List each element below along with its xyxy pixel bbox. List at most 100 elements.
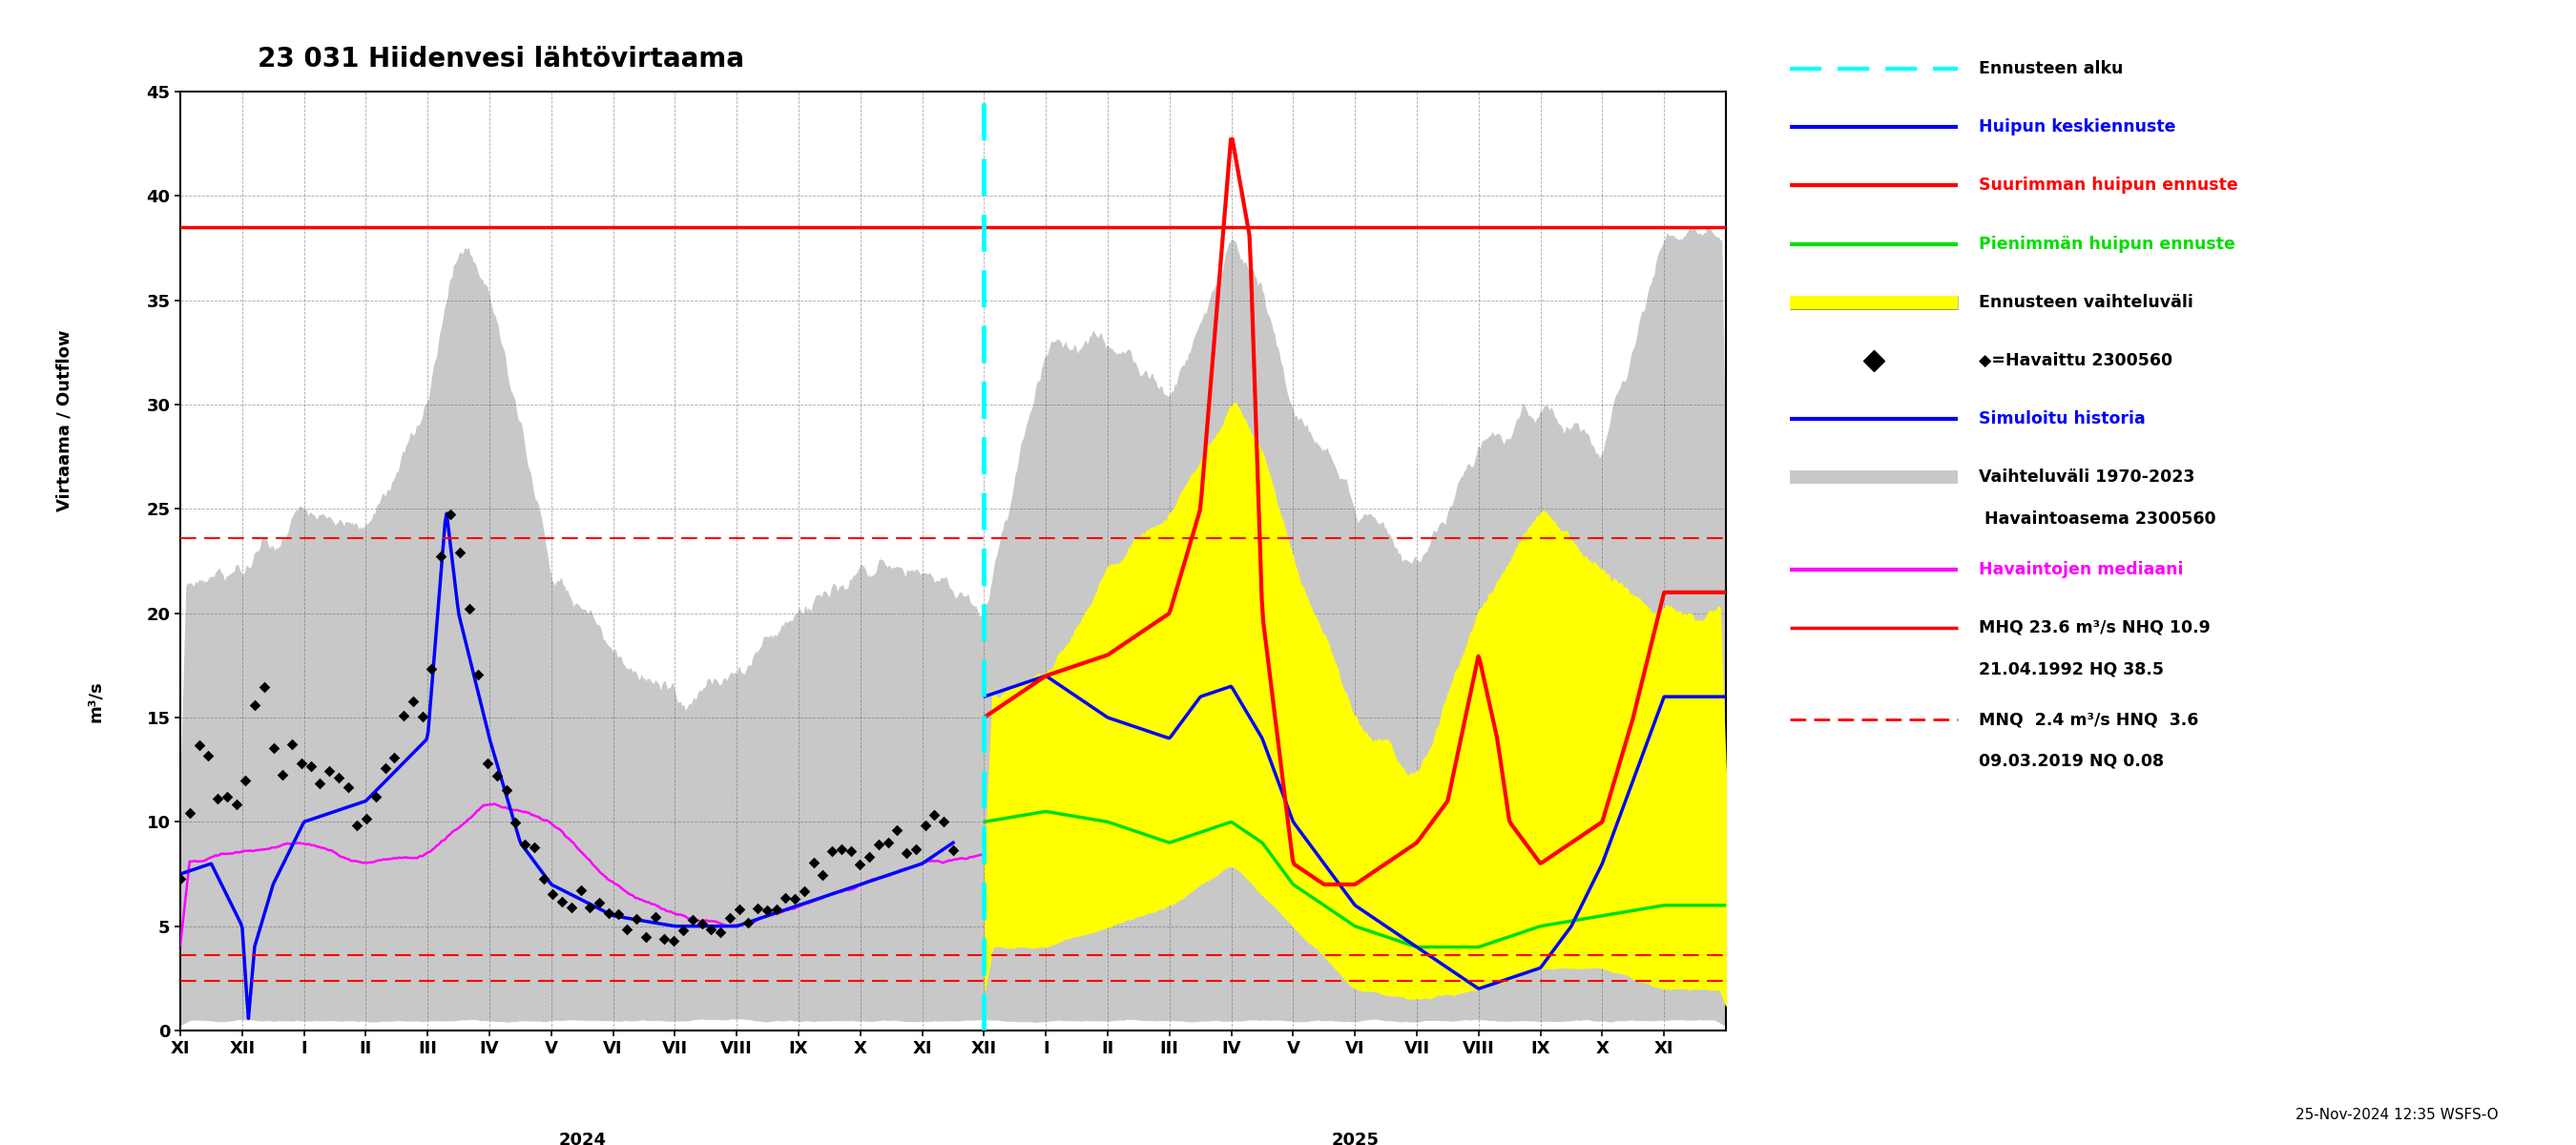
Point bbox=[783, 882, 824, 900]
Point bbox=[848, 847, 889, 866]
Point bbox=[559, 882, 600, 900]
Text: MHQ 23.6 m³/s NHQ 10.9: MHQ 23.6 m³/s NHQ 10.9 bbox=[1978, 619, 2210, 637]
Point bbox=[726, 914, 768, 932]
Text: 23 031 Hiidenvesi lähtövirtaama: 23 031 Hiidenvesi lähtövirtaama bbox=[258, 46, 744, 72]
Point bbox=[569, 898, 611, 916]
Point bbox=[933, 842, 974, 860]
Point bbox=[737, 899, 778, 917]
Text: Huipun keskiennuste: Huipun keskiennuste bbox=[1978, 118, 2174, 135]
Point bbox=[793, 853, 835, 871]
Point bbox=[430, 506, 471, 524]
Point bbox=[598, 906, 639, 924]
Point bbox=[412, 660, 453, 678]
Point bbox=[868, 834, 909, 852]
Point bbox=[690, 921, 732, 939]
Point bbox=[402, 708, 443, 726]
Point bbox=[680, 915, 721, 933]
Point bbox=[654, 932, 696, 950]
Text: 25-Nov-2024 12:35 WSFS-O: 25-Nov-2024 12:35 WSFS-O bbox=[2295, 1108, 2499, 1122]
Point bbox=[672, 910, 714, 929]
Point bbox=[245, 678, 286, 696]
Text: 21.04.1992 HQ 38.5: 21.04.1992 HQ 38.5 bbox=[1978, 661, 2164, 678]
Point bbox=[252, 740, 294, 758]
Point bbox=[206, 788, 247, 806]
Text: Vaihteluväli 1970-2023: Vaihteluväli 1970-2023 bbox=[1978, 469, 2195, 487]
Point bbox=[438, 543, 479, 561]
Point bbox=[263, 766, 304, 784]
Text: Suurimman huipun ennuste: Suurimman huipun ennuste bbox=[1978, 177, 2239, 195]
Point bbox=[224, 772, 265, 790]
Point bbox=[505, 835, 546, 853]
Point bbox=[922, 813, 963, 831]
Point bbox=[281, 755, 322, 773]
Point bbox=[858, 835, 899, 853]
Point bbox=[904, 816, 945, 835]
Point bbox=[822, 839, 863, 858]
Point bbox=[477, 767, 518, 785]
Point bbox=[355, 788, 397, 806]
Point bbox=[775, 890, 817, 908]
Text: m³/s: m³/s bbox=[88, 681, 103, 722]
Text: 2024: 2024 bbox=[559, 1132, 605, 1145]
Point bbox=[327, 777, 368, 796]
Text: 2025: 2025 bbox=[1332, 1132, 1378, 1145]
Point bbox=[747, 901, 788, 919]
Point bbox=[309, 761, 350, 780]
Point bbox=[196, 790, 237, 808]
Point bbox=[513, 838, 554, 856]
Point bbox=[840, 855, 881, 874]
Point bbox=[829, 842, 871, 860]
Point bbox=[580, 893, 621, 911]
Text: Ennusteen alku: Ennusteen alku bbox=[1978, 60, 2123, 77]
Point bbox=[644, 930, 685, 948]
Point bbox=[170, 804, 211, 822]
Point bbox=[188, 747, 229, 765]
Point bbox=[459, 665, 500, 684]
Text: Havaintojen mediaani: Havaintojen mediaani bbox=[1978, 561, 2182, 578]
Point bbox=[719, 900, 760, 918]
Point bbox=[523, 869, 564, 887]
Point bbox=[270, 735, 312, 753]
Point bbox=[587, 905, 629, 923]
Point bbox=[291, 757, 332, 775]
Point bbox=[634, 908, 675, 926]
Text: ◆=Havaittu 2300560: ◆=Havaittu 2300560 bbox=[1978, 353, 2172, 370]
Point bbox=[551, 898, 592, 916]
Point bbox=[384, 706, 425, 725]
Point bbox=[448, 599, 489, 617]
Point bbox=[160, 870, 201, 889]
Point bbox=[662, 921, 703, 939]
Text: Ennusteen vaihteluväli: Ennusteen vaihteluväli bbox=[1978, 294, 2192, 311]
Point bbox=[234, 696, 276, 714]
Point bbox=[317, 769, 358, 788]
Point bbox=[876, 821, 917, 839]
Text: MNQ  2.4 m³/s HNQ  3.6: MNQ 2.4 m³/s HNQ 3.6 bbox=[1978, 711, 2197, 728]
Point bbox=[299, 774, 340, 792]
Point bbox=[765, 889, 806, 907]
Text: Simuloitu historia: Simuloitu historia bbox=[1978, 411, 2146, 428]
Point bbox=[533, 885, 574, 903]
Point bbox=[366, 759, 407, 777]
Text: Havaintoasema 2300560: Havaintoasema 2300560 bbox=[1978, 511, 2215, 528]
Point bbox=[495, 814, 536, 832]
Point bbox=[466, 755, 507, 773]
Point bbox=[487, 781, 528, 799]
Point bbox=[374, 748, 415, 766]
Text: 09.03.2019 NQ 0.08: 09.03.2019 NQ 0.08 bbox=[1978, 752, 2164, 769]
Point bbox=[616, 910, 657, 929]
Point bbox=[811, 843, 853, 861]
Point bbox=[701, 924, 742, 942]
Point bbox=[216, 795, 258, 813]
Point bbox=[541, 893, 582, 911]
Text: Pienimmän huipun ennuste: Pienimmän huipun ennuste bbox=[1978, 236, 2236, 253]
Point bbox=[886, 844, 927, 862]
Point bbox=[605, 919, 647, 938]
Point bbox=[755, 900, 796, 918]
Text: Virtaama / Outflow: Virtaama / Outflow bbox=[57, 330, 72, 511]
Point bbox=[896, 840, 938, 859]
Point bbox=[392, 692, 433, 710]
Point bbox=[914, 805, 956, 823]
Point bbox=[420, 547, 461, 566]
Point bbox=[626, 927, 667, 946]
Point bbox=[337, 816, 379, 835]
